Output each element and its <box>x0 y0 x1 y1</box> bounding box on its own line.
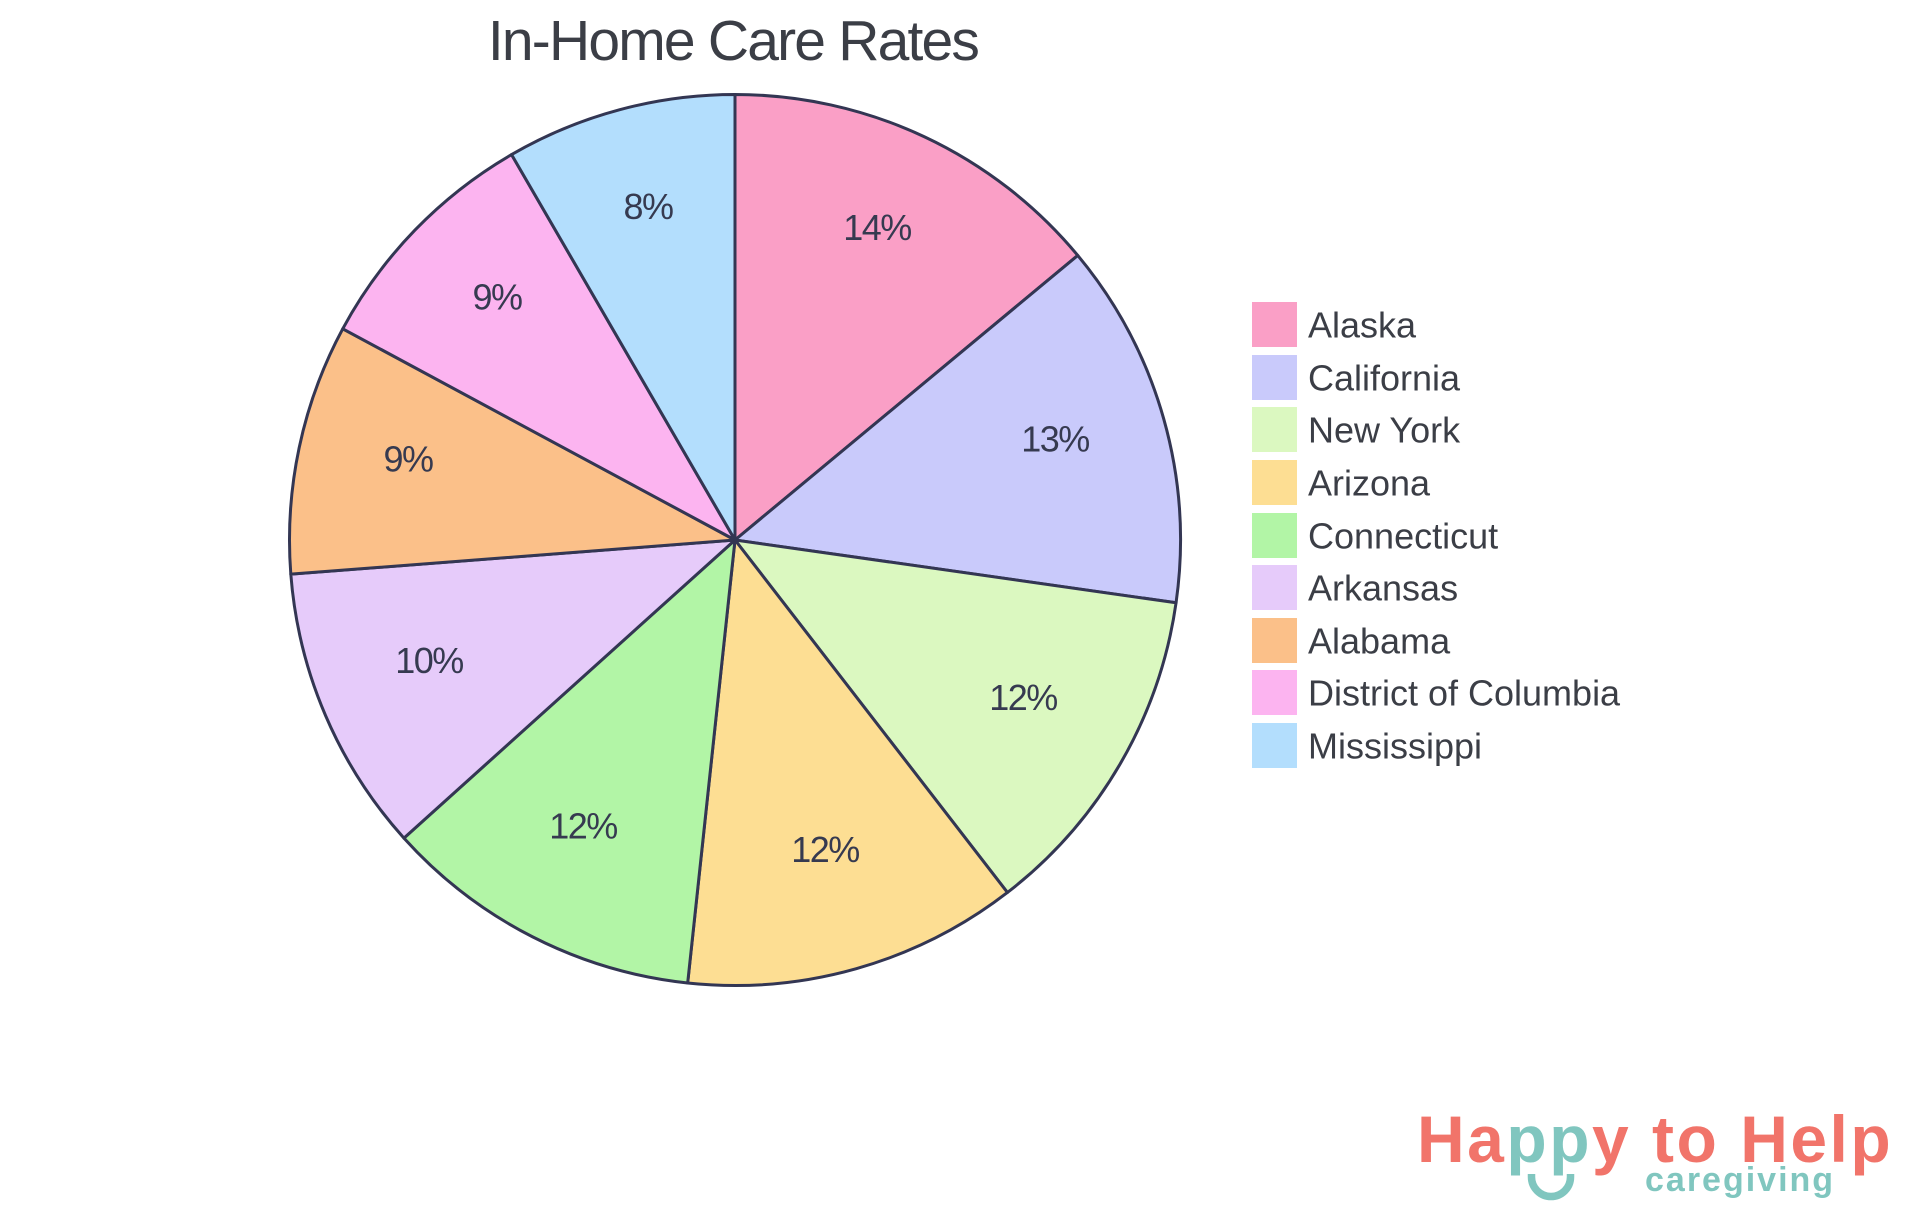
svg-text:12%: 12% <box>989 677 1057 718</box>
svg-text:13%: 13% <box>1021 419 1089 460</box>
svg-text:10%: 10% <box>395 640 463 681</box>
svg-text:9%: 9% <box>383 439 433 480</box>
svg-text:14%: 14% <box>843 207 911 248</box>
svg-text:12%: 12% <box>549 806 617 847</box>
svg-text:8%: 8% <box>623 186 673 227</box>
svg-text:12%: 12% <box>791 829 859 870</box>
svg-text:9%: 9% <box>472 276 522 317</box>
